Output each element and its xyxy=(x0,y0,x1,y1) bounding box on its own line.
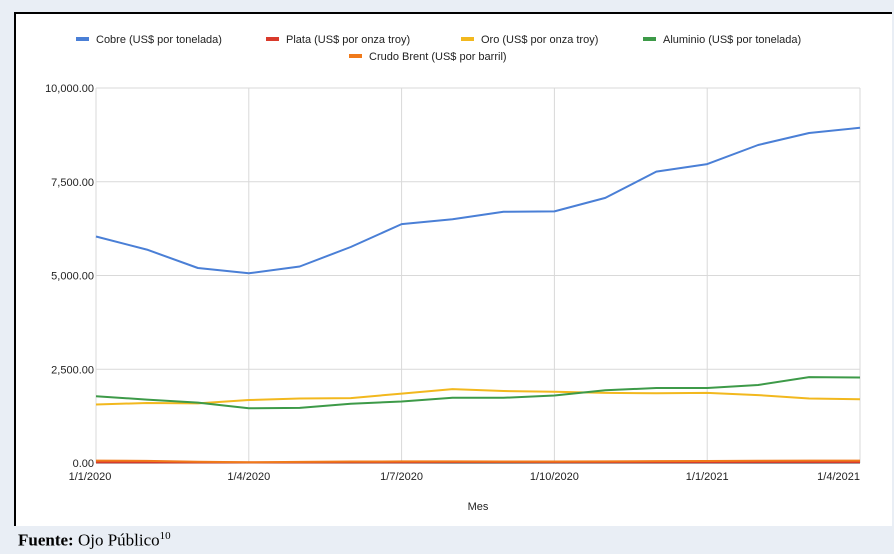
series-line-3 xyxy=(95,388,861,406)
grid xyxy=(95,87,861,464)
legend-swatch xyxy=(643,37,656,41)
chart-frame: Cobre (US$ por tonelada) Plata (US$ por o… xyxy=(14,12,892,526)
legend: Cobre (US$ por tonelada) Plata (US$ por o… xyxy=(76,34,801,63)
legend-label: Crudo Brent (US$ por barril) xyxy=(369,51,507,63)
series-lines xyxy=(95,126,861,464)
x-tick-label: 1/4/2021 xyxy=(817,471,860,483)
caption-source: Ojo Público xyxy=(77,530,160,550)
x-tick-label: 1/1/2020 xyxy=(69,471,112,483)
x-tick-label: 1/7/2020 xyxy=(380,471,423,483)
series-line-4 xyxy=(95,376,861,410)
y-tick-labels: 0.00 2,500.00 5,000.00 7,500.00 10,000.00 xyxy=(45,83,94,470)
legend-swatch xyxy=(266,37,279,41)
x-tick-label: 1/4/2020 xyxy=(227,471,270,483)
legend-label: Cobre (US$ por tonelada) xyxy=(96,34,222,46)
x-axis-title: Mes xyxy=(468,501,489,513)
caption-label: Fuente: xyxy=(18,530,74,550)
y-tick-label: 2,500.00 xyxy=(51,364,94,376)
y-tick-label: 0.00 xyxy=(73,458,94,470)
legend-swatch xyxy=(461,37,474,41)
y-tick-label: 7,500.00 xyxy=(51,177,94,189)
legend-swatch xyxy=(76,37,89,41)
line-chart: Cobre (US$ por tonelada) Plata (US$ por o… xyxy=(45,34,861,513)
legend-swatch xyxy=(349,54,362,58)
caption-footnote: 10 xyxy=(159,530,171,542)
legend-label: Aluminio (US$ por tonelada) xyxy=(663,34,801,46)
series-line-5 xyxy=(95,459,860,464)
x-tick-labels: 1/1/2020 1/4/2020 1/7/2020 1/10/2020 1/1/202… xyxy=(69,471,860,483)
x-tick-label: 1/1/2021 xyxy=(686,471,729,483)
legend-label: Oro (US$ por onza troy) xyxy=(481,34,598,46)
legend-label: Plata (US$ por onza troy) xyxy=(286,34,410,46)
series-line-1 xyxy=(95,126,861,275)
x-tick-label: 1/10/2020 xyxy=(530,471,579,483)
y-tick-label: 5,000.00 xyxy=(51,271,94,283)
y-tick-label: 10,000.00 xyxy=(45,83,94,95)
figure-caption: Fuente: Ojo Público10 xyxy=(18,530,171,551)
